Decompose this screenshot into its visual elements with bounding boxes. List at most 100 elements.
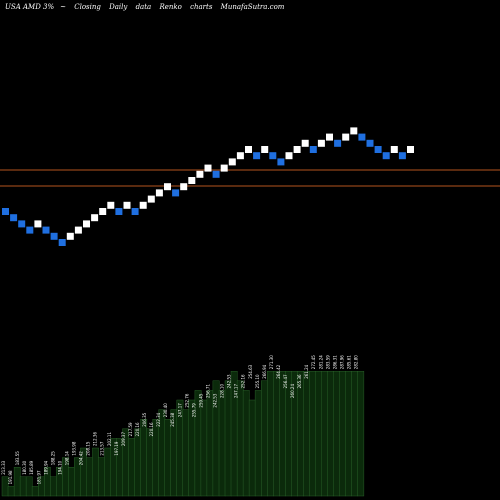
volume-bar-53 [315, 371, 322, 497]
volume-bar-28 [164, 419, 172, 497]
renko-brick-34 [269, 152, 277, 160]
volume-label-46: 281.24 [318, 355, 323, 369]
closing-label: Closing [74, 3, 101, 11]
renko-brick-50 [398, 152, 406, 160]
volume-label-45: 272.45 [311, 355, 316, 369]
volume-label-18: 209.37 [121, 432, 126, 446]
renko-brick-29 [228, 158, 236, 166]
renko-brick-48 [382, 152, 390, 160]
volume-bar-47 [279, 371, 286, 497]
volume-bar-16 [92, 447, 99, 497]
renko-brick-12 [91, 214, 99, 222]
volume-bar-42 [248, 399, 256, 497]
renko-brick-19 [147, 195, 155, 203]
renko-brick-35 [277, 158, 285, 166]
volume-bar-51 [303, 371, 310, 497]
volume-label-19: 217.59 [128, 422, 133, 436]
volume-label-31: 242.53 [213, 393, 218, 407]
volume-label-33: 242.53 [227, 374, 232, 388]
volume-label-44: 261.24 [304, 364, 309, 378]
volume-label-6: 181.97 [36, 470, 41, 484]
volume-label-21: 206.35 [142, 412, 147, 426]
volume-label-37: 255.10 [255, 374, 260, 388]
renko-brick-10 [74, 226, 82, 234]
volume-label-36: 254.63 [248, 364, 253, 378]
volume-label-13: 208.15 [86, 441, 91, 455]
volume-label-35: 252.16 [241, 374, 246, 388]
renko-brick-7 [50, 232, 58, 240]
renko-brick-51 [407, 146, 414, 153]
renko-brick-11 [83, 220, 90, 228]
daily-label: Daily [109, 3, 128, 11]
volume-bar-55 [327, 371, 335, 497]
volume-bar-50 [297, 371, 304, 497]
renko-brick-4 [26, 226, 34, 234]
volume-bar-23 [134, 428, 142, 497]
renko-brick-22 [172, 189, 180, 197]
volume-bar-34 [200, 399, 208, 497]
volume-label-20: 220.16 [135, 422, 140, 436]
volume-bar-15 [86, 457, 93, 497]
volume-label-4: 180.30 [22, 460, 27, 474]
volume-label-23: 222.34 [156, 412, 161, 426]
volume-bar-57 [339, 371, 347, 497]
renko-brick-5 [34, 220, 42, 228]
volume-label-42: 260.24 [290, 384, 295, 398]
volume-bar-3 [13, 467, 21, 497]
volume-label-8: 188.25 [50, 451, 55, 465]
volume-label-27: 252.76 [184, 393, 189, 407]
volume-label-39: 271.30 [269, 355, 274, 369]
volume-label-12: 204.42 [79, 451, 84, 465]
renko-brick-32 [253, 152, 261, 160]
volume-label-28: 255.79 [191, 403, 196, 417]
ticker-label: USA AMD 3% [5, 3, 55, 11]
renko-brick-25 [196, 170, 204, 178]
volume-label-5: 185.89 [29, 460, 34, 474]
charts-label: charts [190, 3, 213, 11]
renko-brick-23 [180, 183, 188, 191]
volume-bar-25 [146, 428, 154, 497]
volume-label-1: 213.33 [1, 460, 6, 474]
renko-brick-43 [342, 133, 350, 141]
volume-label-25: 245.38 [170, 412, 175, 426]
renko-brick-1 [2, 208, 9, 215]
volume-label-41: 256.47 [283, 374, 288, 388]
chart-header: USA AMD 3% ~ Closing Daily data Renko cha… [5, 3, 495, 15]
volume-bar-5 [25, 476, 33, 497]
volume-bar-18 [104, 447, 112, 497]
renko-brick-2 [10, 214, 18, 222]
renko-brick-33 [261, 146, 269, 153]
site-label: MunafaSutra.com [220, 3, 285, 11]
volume-label-50: 285.61 [346, 355, 351, 369]
volume-label-40: 264.42 [276, 364, 281, 378]
renko-brick-27 [212, 170, 220, 178]
volume-bar-59 [351, 371, 359, 497]
renko-brick-14 [107, 201, 115, 209]
volume-label-11: 193.98 [72, 441, 77, 455]
volume-bar-17 [98, 457, 105, 497]
volume-label-7: 189.94 [43, 460, 48, 474]
volume-bar-6 [31, 486, 39, 497]
volume-bar-43 [254, 390, 262, 497]
volume-label-43: 265.36 [297, 374, 302, 388]
volume-label-30: 256.71 [205, 384, 210, 398]
volume-label-16: 202.11 [107, 432, 112, 446]
renko-brick-31 [245, 146, 252, 153]
renko-brick-30 [236, 152, 244, 160]
volume-bar-45 [267, 371, 274, 497]
renko-brick-15 [115, 208, 123, 215]
volume-bar-58 [345, 371, 353, 497]
volume-label-9: 194.10 [57, 460, 62, 474]
renko-brick-16 [123, 201, 131, 209]
volume-label-10: 198.14 [64, 451, 69, 465]
volume-label-26: 247.17 [177, 403, 182, 417]
volume-bar-60 [357, 371, 365, 497]
volume-label-17: 197.19 [114, 441, 119, 455]
volume-bar-9 [50, 476, 57, 497]
renko-label: Renko [159, 3, 182, 11]
volume-label-15: 213.57 [100, 441, 105, 455]
renko-brick-3 [18, 220, 26, 228]
renko-brick-37 [293, 146, 301, 153]
renko-brick-40 [317, 139, 325, 147]
